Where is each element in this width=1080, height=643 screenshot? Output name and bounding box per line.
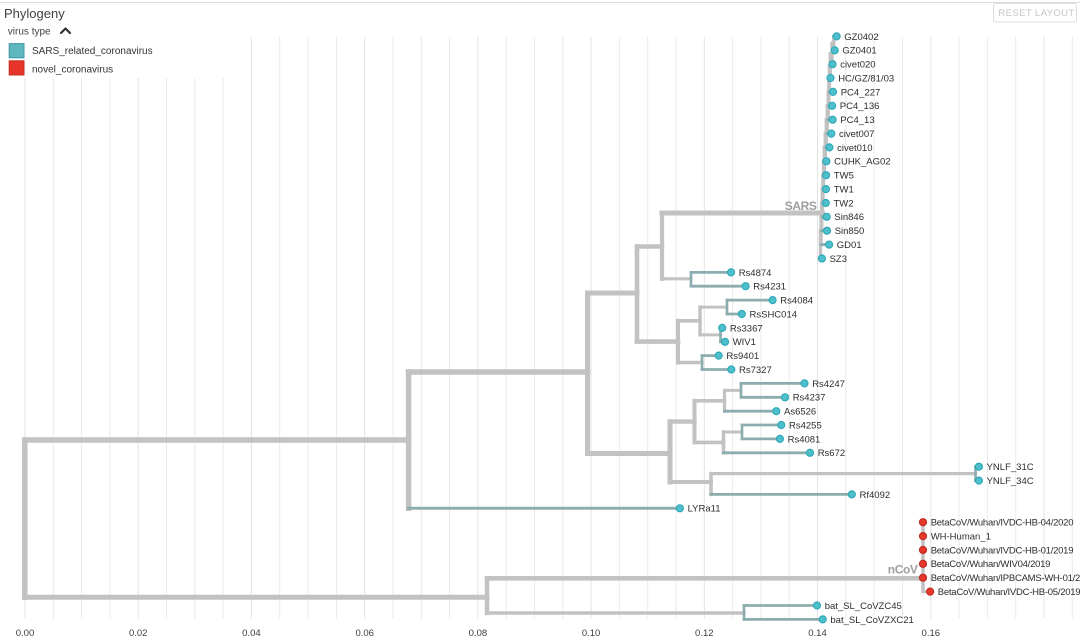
svg-text:SZ3: SZ3 — [830, 254, 847, 265]
svg-text:0.04: 0.04 — [242, 628, 261, 639]
svg-text:BetaCoV/Wuhan/IVDC-HB-01/2019: BetaCoV/Wuhan/IVDC-HB-01/2019 — [931, 545, 1074, 556]
svg-text:YNLF_31C: YNLF_31C — [987, 462, 1034, 473]
svg-text:SARS: SARS — [785, 199, 817, 213]
svg-text:BetaCoV/Wuhan/IVDC-HB-05/2019: BetaCoV/Wuhan/IVDC-HB-05/2019 — [938, 587, 1080, 598]
svg-text:novel_coronavirus: novel_coronavirus — [32, 65, 113, 76]
svg-text:TW1: TW1 — [834, 185, 854, 196]
svg-text:0.02: 0.02 — [129, 628, 148, 639]
svg-text:As6526: As6526 — [784, 407, 816, 418]
svg-text:WIV1: WIV1 — [733, 337, 756, 348]
svg-text:0.08: 0.08 — [469, 628, 488, 639]
svg-text:RESET LAYOUT: RESET LAYOUT — [998, 8, 1074, 19]
svg-text:BetaCoV/Wuhan/WIV04/2019: BetaCoV/Wuhan/WIV04/2019 — [931, 559, 1051, 570]
svg-text:PC4_136: PC4_136 — [840, 101, 880, 112]
svg-text:Sin850: Sin850 — [835, 226, 865, 237]
svg-text:Rs4874: Rs4874 — [739, 268, 772, 279]
svg-text:virus type: virus type — [8, 26, 51, 37]
svg-text:GZ0402: GZ0402 — [844, 32, 878, 43]
svg-text:Rs4231: Rs4231 — [753, 282, 786, 293]
svg-text:nCoV: nCoV — [888, 563, 918, 577]
svg-text:SARS_related_coronavirus: SARS_related_coronavirus — [32, 46, 153, 57]
svg-text:0.14: 0.14 — [808, 628, 827, 639]
svg-text:RsSHC014: RsSHC014 — [750, 309, 798, 320]
svg-text:Rs9401: Rs9401 — [726, 351, 759, 362]
svg-text:Rf4092: Rf4092 — [860, 490, 891, 501]
svg-text:Rs4084: Rs4084 — [780, 296, 813, 307]
svg-text:0.06: 0.06 — [355, 628, 374, 639]
svg-text:TW2: TW2 — [834, 198, 854, 209]
svg-text:BetaCoV/Wuhan/IPBCAMS-WH-01/20: BetaCoV/Wuhan/IPBCAMS-WH-01/2019 — [931, 573, 1080, 584]
svg-text:Rs4237: Rs4237 — [793, 393, 826, 404]
svg-text:0.16: 0.16 — [922, 628, 941, 639]
svg-text:civet020: civet020 — [840, 60, 875, 71]
svg-text:Phylogeny: Phylogeny — [4, 6, 65, 21]
svg-text:LYRa11: LYRa11 — [688, 504, 721, 515]
svg-text:GD01: GD01 — [837, 240, 862, 251]
svg-text:0.10: 0.10 — [582, 628, 601, 639]
svg-text:bat_SL_CoVZC45: bat_SL_CoVZC45 — [825, 601, 902, 612]
svg-text:0.00: 0.00 — [16, 628, 35, 639]
svg-text:BetaCoV/Wuhan/IVDC-HB-04/2020: BetaCoV/Wuhan/IVDC-HB-04/2020 — [931, 518, 1074, 529]
svg-text:Rs4255: Rs4255 — [789, 420, 822, 431]
svg-text:CUHK_AG02: CUHK_AG02 — [834, 157, 891, 168]
svg-text:civet007: civet007 — [839, 129, 874, 140]
svg-text:Rs3367: Rs3367 — [730, 323, 763, 334]
svg-text:Rs4081: Rs4081 — [788, 434, 821, 445]
svg-text:HC/GZ/81/03: HC/GZ/81/03 — [838, 73, 894, 84]
svg-text:Sin846: Sin846 — [834, 212, 864, 223]
svg-text:YNLF_34C: YNLF_34C — [987, 476, 1034, 487]
svg-text:Rs4247: Rs4247 — [812, 379, 845, 390]
svg-text:TW5: TW5 — [834, 171, 854, 182]
svg-text:PC4_13: PC4_13 — [840, 115, 874, 126]
svg-text:GZ0401: GZ0401 — [842, 46, 876, 57]
svg-text:Rs672: Rs672 — [818, 448, 845, 459]
svg-text:0.12: 0.12 — [695, 628, 714, 639]
svg-text:Rs7327: Rs7327 — [739, 365, 772, 376]
svg-text:bat_SL_CoVZXC21: bat_SL_CoVZXC21 — [830, 615, 913, 626]
svg-text:PC4_227: PC4_227 — [841, 87, 881, 98]
svg-text:WH-Human_1: WH-Human_1 — [931, 532, 991, 543]
svg-text:civet010: civet010 — [837, 143, 872, 154]
